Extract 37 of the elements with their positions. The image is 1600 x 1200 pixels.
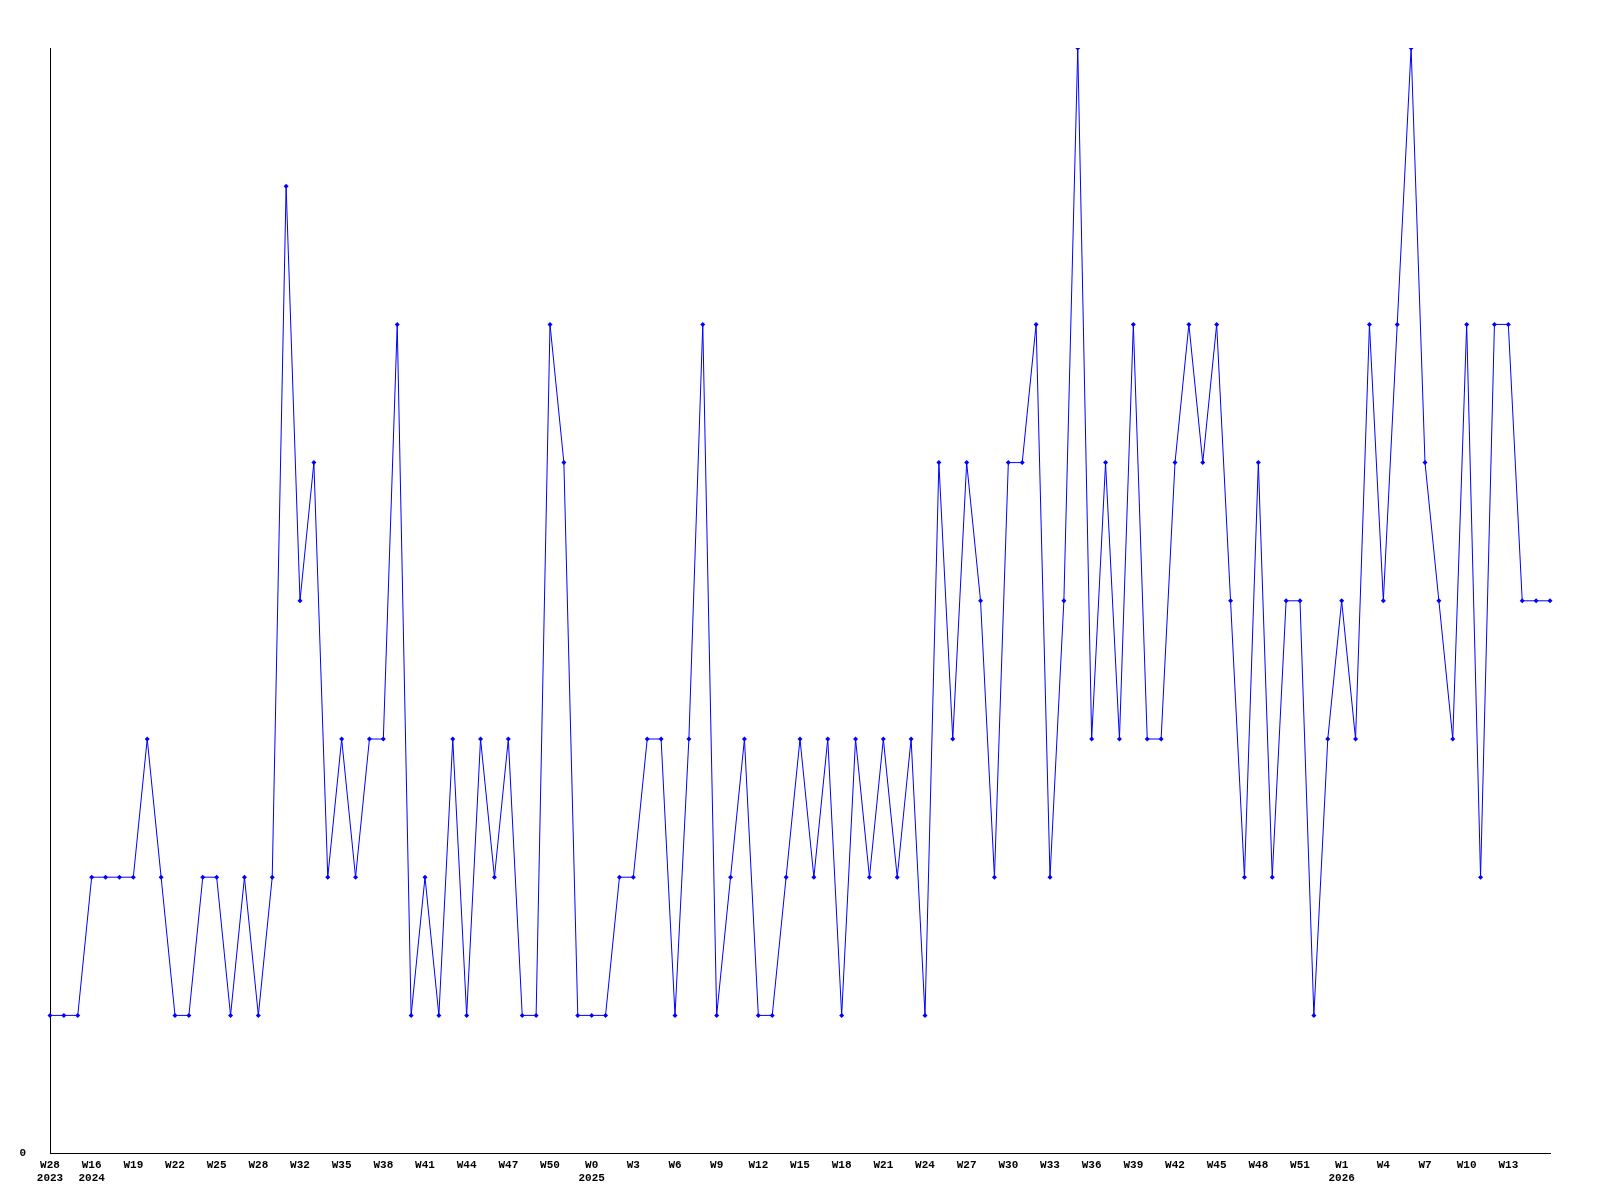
x-tick-label: W15 bbox=[790, 1158, 811, 1171]
x-tick-label: W44 bbox=[456, 1158, 477, 1171]
x-tick-label: W4 bbox=[1376, 1158, 1391, 1171]
x-tick-label: W9 bbox=[710, 1158, 724, 1171]
x-tick-label: W18 bbox=[831, 1158, 852, 1171]
x-tick-label: W25 bbox=[206, 1158, 227, 1171]
x-tick-label: W16 2024 bbox=[78, 1158, 106, 1185]
x-tick-label: W47 bbox=[498, 1158, 519, 1171]
x-tick-label: W42 bbox=[1165, 1158, 1185, 1171]
x-tick-label: W39 bbox=[1123, 1158, 1144, 1171]
x-tick-label: W32 bbox=[290, 1158, 310, 1171]
x-tick-label: W50 bbox=[540, 1158, 560, 1171]
x-tick-label: W30 bbox=[998, 1158, 1019, 1171]
x-tick-label: W0 2025 bbox=[578, 1158, 606, 1185]
x-tick-label: W41 bbox=[415, 1158, 436, 1171]
x-tick-label: W38 bbox=[373, 1158, 394, 1171]
x-tick-label: W51 bbox=[1290, 1158, 1311, 1171]
x-tick-label: W19 bbox=[123, 1158, 144, 1171]
x-tick-label: W10 bbox=[1456, 1158, 1477, 1171]
x-tick-label: W7 bbox=[1418, 1158, 1432, 1171]
text: 0 bbox=[19, 1147, 26, 1160]
x-tick-label: W33 bbox=[1040, 1158, 1061, 1171]
x-tick-label: W12 bbox=[748, 1158, 769, 1171]
x-tick-label: W35 bbox=[331, 1158, 352, 1171]
x-tick-label: W28 2023 bbox=[36, 1158, 64, 1185]
x-tick-label: W3 bbox=[626, 1158, 641, 1171]
x-tick-label: W45 bbox=[1206, 1158, 1227, 1171]
x-tick-label: W28 bbox=[248, 1158, 269, 1171]
x-tick-label: W21 bbox=[873, 1158, 894, 1171]
x-tick-label: W1 2026 bbox=[1328, 1158, 1355, 1185]
x-tick-label: W13 bbox=[1498, 1158, 1519, 1171]
x-tick-label: W27 bbox=[956, 1158, 977, 1171]
x-tick-label: W48 bbox=[1248, 1158, 1269, 1171]
x-tick-label: W22 bbox=[165, 1158, 185, 1171]
x-tick-label: W36 bbox=[1081, 1158, 1102, 1171]
x-tick-label: W6 bbox=[668, 1158, 682, 1171]
x-tick-label: W24 bbox=[915, 1158, 936, 1171]
